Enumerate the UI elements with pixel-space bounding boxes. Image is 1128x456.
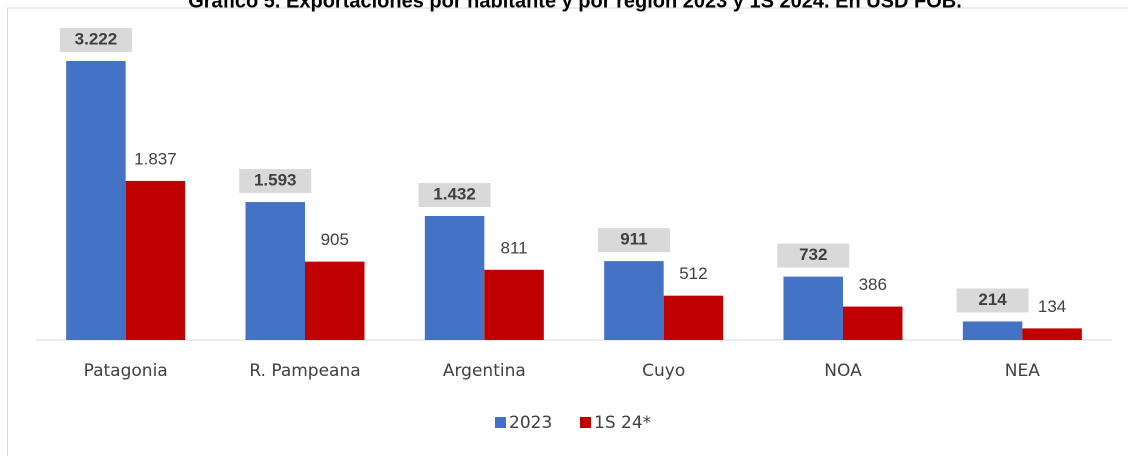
x-tick-label: Patagonia	[84, 361, 168, 381]
value-label-box	[597, 228, 670, 253]
bar	[843, 306, 903, 340]
bar	[305, 261, 365, 340]
bar	[66, 61, 126, 340]
x-tick-label: R. Pampeana	[249, 361, 360, 381]
value-label: 1.593	[254, 171, 297, 190]
chart-title: Gráfico 5. Exportaciones por habitante y…	[188, 0, 962, 12]
value-label: 1.837	[134, 149, 177, 168]
value-label: 811	[501, 238, 528, 257]
value-label-box	[239, 169, 312, 194]
x-tick-label: Argentina	[443, 361, 526, 381]
value-label: 214	[978, 290, 1007, 309]
bar	[1022, 328, 1082, 340]
value-label-box	[956, 288, 1029, 313]
value-label-box	[59, 28, 132, 52]
legend-label: 1S 24*	[594, 413, 651, 433]
legend-swatch	[580, 417, 591, 428]
legend-swatch	[495, 417, 506, 428]
legend-label: 2023	[509, 413, 552, 433]
value-label: 512	[679, 264, 707, 283]
value-label-box	[418, 183, 491, 207]
value-label: 1.432	[433, 184, 476, 203]
bar	[783, 276, 843, 340]
value-label: 911	[620, 230, 647, 249]
value-label: 134	[1038, 297, 1066, 316]
bar	[484, 269, 544, 340]
bar	[962, 321, 1023, 340]
x-tick-label: NEA	[1005, 361, 1040, 381]
value-label: 905	[321, 230, 349, 249]
x-tick-label: Cuyo	[642, 361, 685, 381]
bar	[125, 180, 186, 340]
value-label-box	[777, 243, 850, 268]
value-label: 732	[799, 245, 827, 264]
bar	[604, 261, 664, 340]
x-tick-label: NOA	[824, 361, 862, 381]
value-label: 386	[859, 275, 887, 294]
bar	[424, 216, 485, 340]
bar	[663, 295, 724, 340]
bar	[245, 202, 305, 340]
value-label: 3.222	[75, 29, 118, 48]
chart-border	[7, 7, 1128, 456]
